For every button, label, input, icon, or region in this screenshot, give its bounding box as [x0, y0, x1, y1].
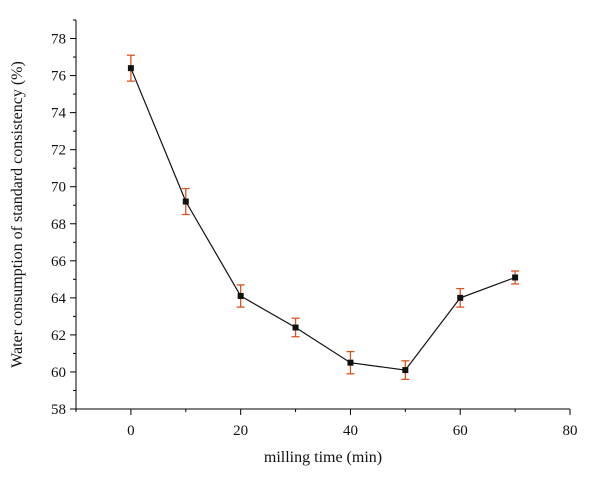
y-tick-label: 58	[51, 402, 66, 418]
y-tick-label: 62	[51, 328, 66, 344]
data-point	[512, 274, 519, 281]
data-markers	[127, 65, 519, 374]
x-tick-label: 80	[563, 423, 578, 439]
y-tick-label: 66	[51, 254, 67, 270]
y-tick-label: 68	[51, 217, 66, 233]
y-tick-label: 76	[51, 69, 67, 85]
series-line	[130, 67, 516, 371]
error-bars	[126, 54, 520, 381]
axes: 0 20 40 60 80 58 60 62 64 66 68 70 72 74 76 78	[51, 19, 578, 439]
y-tick-label: 60	[51, 365, 66, 381]
x-tick-label: 0	[127, 423, 135, 439]
x-tick-label: 20	[233, 423, 248, 439]
x-tick-label: 40	[343, 423, 358, 439]
data-point	[292, 324, 299, 331]
data-point	[402, 367, 409, 374]
y-tick-label: 72	[51, 143, 66, 159]
x-axis-title: milling time (min)	[264, 449, 382, 466]
data-point	[127, 65, 134, 72]
series-lines	[130, 67, 516, 371]
y-tick-label: 74	[51, 106, 67, 122]
y-tick-label: 64	[51, 291, 67, 307]
y-tick-label: 70	[51, 180, 66, 196]
y-axis-title: Water consumption of standard consistenc…	[9, 61, 26, 368]
y-tick-label: 78	[51, 32, 66, 48]
data-point	[457, 294, 464, 301]
data-point	[237, 293, 244, 300]
x-tick-label: 60	[453, 423, 468, 439]
data-point	[182, 198, 189, 205]
data-point	[347, 359, 354, 366]
